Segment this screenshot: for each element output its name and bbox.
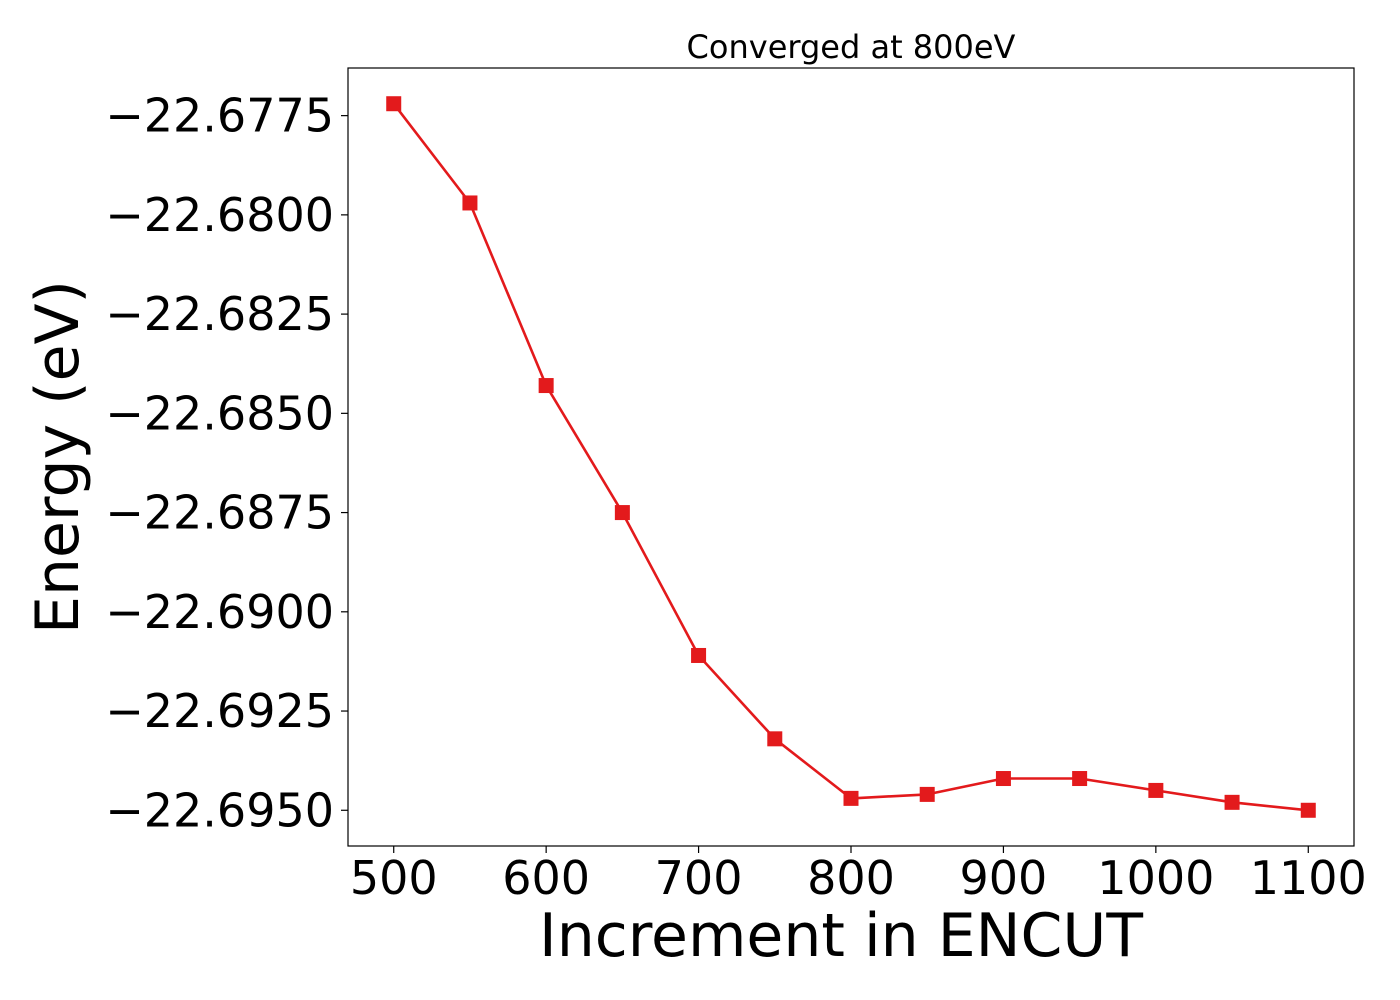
data-point-marker bbox=[691, 647, 707, 663]
data-point-marker bbox=[919, 786, 935, 802]
data-point-marker bbox=[462, 195, 478, 211]
y-tick-label: −22.6775 bbox=[105, 89, 334, 143]
y-tick-label: −22.6950 bbox=[105, 783, 334, 837]
data-point-marker bbox=[1148, 782, 1164, 798]
x-tick-label: 700 bbox=[655, 851, 743, 905]
y-tick-label: −22.6850 bbox=[105, 386, 334, 440]
data-point-marker bbox=[386, 96, 402, 112]
data-point-marker bbox=[614, 505, 630, 521]
x-tick-label: 500 bbox=[350, 851, 438, 905]
chart-title: Converged at 800eV bbox=[687, 28, 1016, 66]
x-axis-label: Increment in ENCUT bbox=[539, 901, 1143, 971]
y-tick-label: −22.6800 bbox=[105, 188, 334, 242]
x-tick-label: 1100 bbox=[1250, 851, 1367, 905]
x-tick-label: 800 bbox=[807, 851, 895, 905]
plot-area bbox=[386, 96, 1316, 818]
data-point-marker bbox=[538, 378, 554, 394]
y-tick-label: −22.6825 bbox=[105, 287, 334, 341]
data-point-marker bbox=[843, 790, 859, 806]
x-tick-label: 1000 bbox=[1097, 851, 1214, 905]
y-tick-label: −22.6925 bbox=[105, 684, 334, 738]
y-tick-label: −22.6875 bbox=[105, 486, 334, 540]
x-axis-ticks: 500 600 700 800 900 1000 1100 bbox=[350, 846, 1367, 905]
data-point-marker bbox=[1300, 802, 1316, 818]
data-point-marker bbox=[995, 771, 1011, 787]
data-point-marker bbox=[1072, 771, 1088, 787]
x-tick-label: 600 bbox=[502, 851, 590, 905]
y-tick-label: −22.6900 bbox=[105, 585, 334, 639]
y-axis-ticks: −22.6775 −22.6800 −22.6825 −22.6850 −22.6875… bbox=[105, 89, 348, 837]
y-axis-label: Energy (eV) bbox=[23, 280, 93, 634]
plot-frame bbox=[347, 67, 1355, 847]
x-tick-label: 900 bbox=[960, 851, 1048, 905]
data-point-marker bbox=[1224, 794, 1240, 810]
data-point-marker bbox=[767, 731, 783, 747]
